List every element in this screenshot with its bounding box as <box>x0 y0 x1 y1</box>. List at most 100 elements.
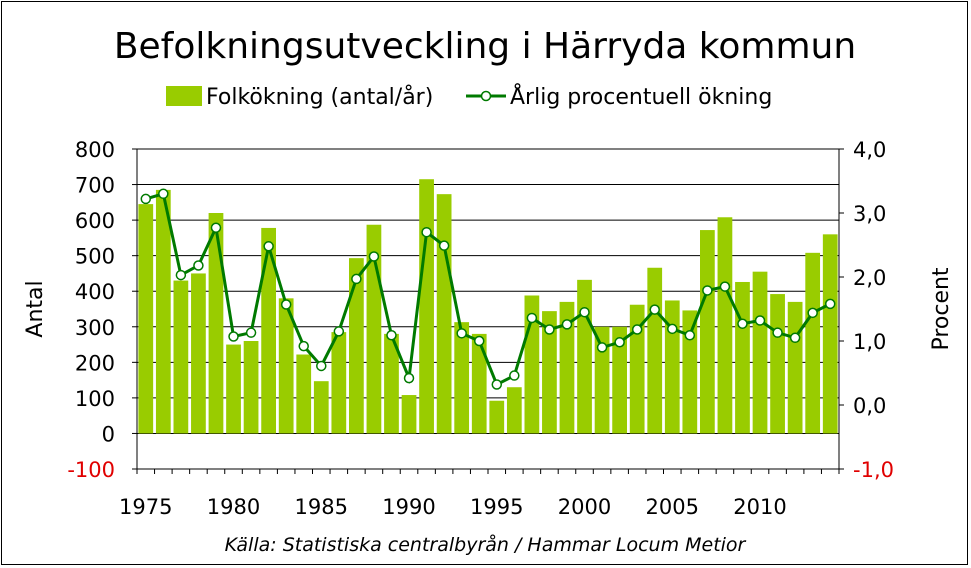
y-left-tick-label: 100 <box>75 387 115 411</box>
y-right-tick-label: 2,0 <box>853 266 886 290</box>
line-point <box>333 326 345 337</box>
line-point <box>263 241 274 252</box>
line-point <box>667 323 678 335</box>
bar <box>208 213 224 434</box>
legend-bar-swatch <box>166 86 202 106</box>
bar <box>278 298 294 434</box>
x-tick-label: 1995 <box>470 495 523 519</box>
y-left-tick-label: 400 <box>75 280 115 304</box>
y-left-tick-label: -100 <box>67 458 115 482</box>
line-point <box>473 335 485 347</box>
line-point <box>719 281 731 292</box>
bar <box>717 217 733 434</box>
y-right-tick-label: 4,0 <box>853 138 886 162</box>
line-point <box>158 188 169 200</box>
line-point <box>737 318 748 329</box>
axes <box>132 148 844 474</box>
legend-line-marker <box>480 90 492 102</box>
line-point <box>140 193 152 205</box>
bar <box>173 280 189 434</box>
y-right-tick-label: 1,0 <box>853 330 886 354</box>
line-point <box>614 337 625 348</box>
bar <box>401 395 417 434</box>
line-point <box>807 307 818 319</box>
y-right-tick-label: -1,0 <box>853 458 894 482</box>
line-point <box>298 340 309 352</box>
y-right-tick-label: 0,0 <box>853 394 886 418</box>
y-left-tick-label: 600 <box>75 209 115 233</box>
bar <box>559 301 575 434</box>
line-point <box>456 328 467 339</box>
y-right-tick-label: 3,0 <box>853 202 886 226</box>
line-point <box>824 298 836 310</box>
y-left-tick-label: 800 <box>75 138 115 162</box>
bar <box>331 332 347 434</box>
bar <box>349 258 364 434</box>
line-point <box>509 370 520 381</box>
bar <box>191 273 206 434</box>
bar <box>805 252 821 434</box>
y-left-tick-label: 500 <box>75 245 115 269</box>
line-point <box>561 319 573 330</box>
bar <box>752 271 768 434</box>
y-left-tick-label: 300 <box>75 316 115 340</box>
bar <box>454 322 470 434</box>
bar <box>594 326 610 434</box>
y-left-tick-label: 0 <box>102 422 115 446</box>
right-tick-labels: 4,0 3,0 2,0 1,0 0,0 -1,0 <box>853 138 894 482</box>
legend-line-label: Årlig procentuell ökning <box>510 83 772 110</box>
line-point <box>684 329 696 341</box>
line-point <box>316 360 327 372</box>
bar <box>735 281 750 434</box>
line-point <box>280 299 292 310</box>
bar <box>384 333 399 434</box>
bar <box>261 227 276 434</box>
y-left-axis-label: Antal <box>23 280 48 337</box>
bar <box>155 189 171 434</box>
bar <box>436 194 452 434</box>
left-tick-labels: 800 700 600 500 400 300 200 100 0 -100 <box>67 138 115 482</box>
series-line <box>145 191 831 387</box>
line-point <box>772 327 783 338</box>
bar <box>612 326 627 434</box>
line-point <box>579 306 590 318</box>
bar <box>243 341 259 434</box>
line-point <box>789 332 801 344</box>
line-point <box>649 304 660 315</box>
x-tick-label: 2005 <box>646 495 699 519</box>
line-point <box>228 331 239 342</box>
line-point <box>386 329 397 341</box>
bar <box>296 354 312 434</box>
line-point <box>438 240 450 251</box>
bar <box>629 304 645 434</box>
line-point <box>421 226 432 238</box>
bar <box>226 344 241 434</box>
line-point <box>245 327 257 338</box>
bar <box>787 301 803 434</box>
line-point <box>193 260 204 271</box>
bar <box>822 234 838 434</box>
bar <box>682 310 698 434</box>
bar <box>138 204 154 434</box>
line-point <box>702 285 713 296</box>
line-point <box>175 269 187 281</box>
x-tick-label: 1985 <box>295 495 348 519</box>
line-point <box>351 273 362 285</box>
line-point <box>403 372 415 384</box>
bar <box>419 179 434 434</box>
x-tick-label: 1975 <box>119 495 172 519</box>
bar <box>770 294 785 434</box>
bar <box>506 387 522 434</box>
x-tick-label: 2000 <box>558 495 611 519</box>
bar <box>471 333 487 434</box>
bar <box>647 267 663 434</box>
line-series <box>140 188 836 390</box>
y-left-tick-label: 200 <box>75 351 115 375</box>
line-point <box>596 342 608 353</box>
line-point <box>491 379 503 390</box>
bar <box>542 311 557 434</box>
bar <box>577 279 592 434</box>
line-point <box>544 324 555 335</box>
line-point <box>754 315 766 326</box>
